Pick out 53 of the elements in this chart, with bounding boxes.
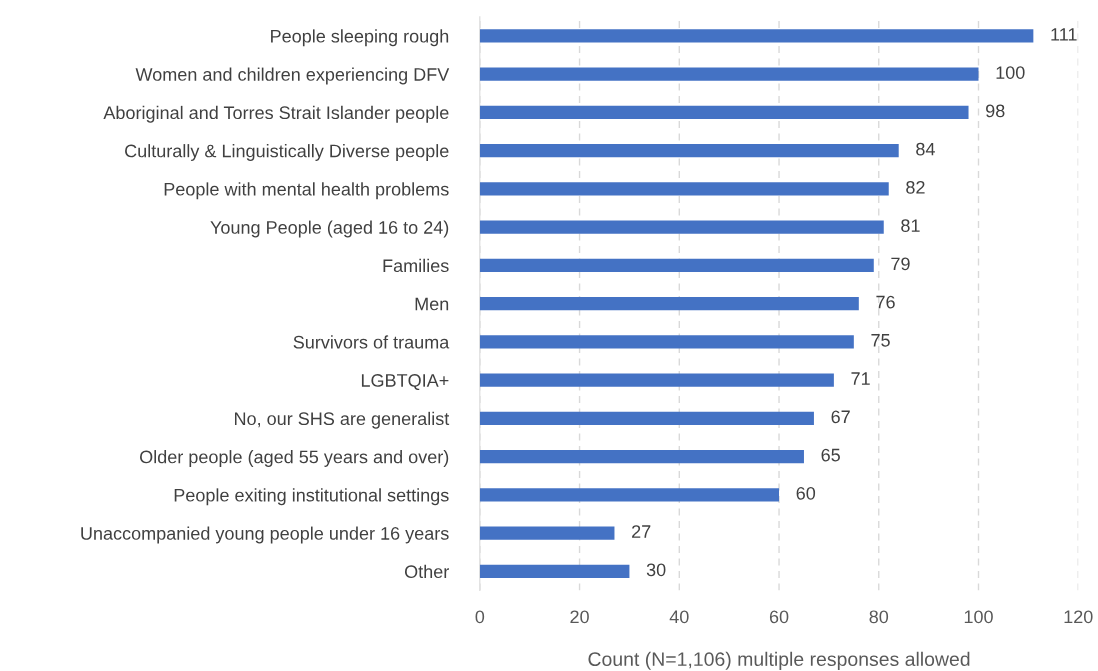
y-tick-label: People exiting institutional settings (174, 488, 449, 506)
y-tick-label: LGBTQIA+ (361, 374, 449, 391)
x-tick-label: 20 (570, 610, 589, 624)
bar (479, 67, 979, 81)
y-tick-label: Unaccompanied young people under 16 years (81, 526, 449, 544)
data-label: 75 (871, 334, 890, 347)
data-label: 71 (851, 372, 870, 385)
data-label: 76 (876, 295, 895, 309)
data-label: 60 (796, 486, 816, 500)
y-tick-label: Older people (aged 55 years and over) (140, 450, 449, 467)
y-tick-label: Culturally & Linguistically Diverse people (125, 144, 449, 161)
x-tick-label: 40 (669, 610, 689, 624)
data-label: 111 (1051, 28, 1077, 41)
x-axis-title: Count (N=1,106) multiple responses allowed (588, 651, 970, 670)
bar (479, 29, 1034, 43)
y-tick-label: Women and children experiencing DFV (135, 67, 450, 85)
bar (479, 105, 969, 120)
bar (479, 449, 804, 464)
x-tick-label: 0 (475, 610, 485, 624)
y-tick-label: Survivors of trauma (293, 335, 450, 349)
bar (479, 143, 899, 158)
data-label: 27 (632, 525, 651, 538)
y-tick-label: People sleeping rough (271, 29, 449, 47)
data-label: 67 (831, 410, 850, 424)
bar (479, 526, 615, 540)
bar (479, 335, 854, 349)
y-tick-label: Families (383, 258, 449, 273)
y-tick-label: People with mental health problems (164, 182, 449, 200)
y-tick-label: Young People (aged 16 to 24) (210, 220, 449, 238)
data-label: 82 (906, 180, 925, 194)
bar (479, 296, 859, 311)
data-label: 84 (916, 142, 935, 156)
y-tick-label: Men (415, 297, 449, 311)
data-label: 79 (891, 257, 910, 271)
bar (479, 488, 780, 502)
data-label: 98 (986, 104, 1005, 118)
x-tick-label: 100 (964, 610, 993, 624)
y-tick-label: Aboriginal and Torres Strait Islander people (103, 105, 449, 123)
data-label: 100 (996, 66, 1025, 79)
data-label: 81 (901, 219, 920, 232)
bar (479, 564, 630, 579)
y-tick-label: No, our SHS are generalist (235, 411, 450, 429)
bar (479, 220, 884, 234)
y-tick-label: Other (404, 564, 449, 579)
bar (479, 258, 874, 273)
x-tick-label: 120 (1064, 610, 1093, 624)
bar (479, 373, 834, 387)
bar (479, 411, 814, 426)
x-tick-label: 80 (869, 610, 889, 624)
data-label: 65 (821, 448, 840, 462)
x-tick-label: 60 (769, 610, 789, 624)
bar (479, 182, 889, 196)
data-label: 30 (646, 563, 666, 577)
